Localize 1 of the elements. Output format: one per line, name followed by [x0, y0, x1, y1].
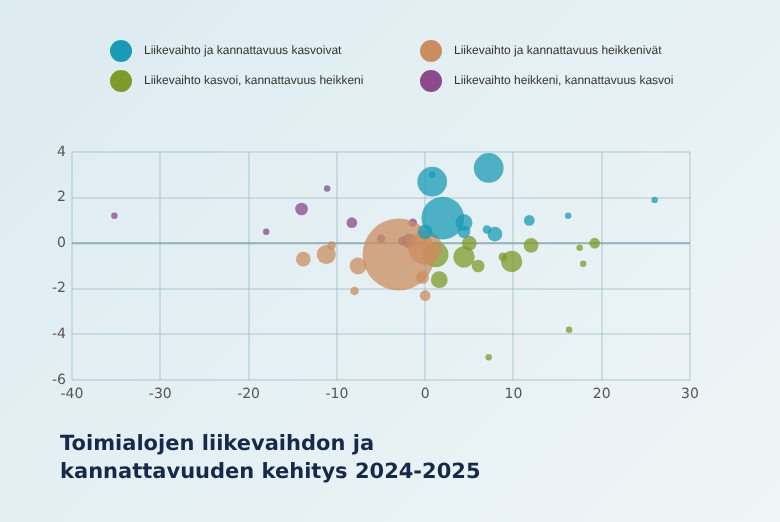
text: Toimialojen liikevaihdon ja kannattavuuden kehitys 2024-2025	[60, 432, 483, 487]
